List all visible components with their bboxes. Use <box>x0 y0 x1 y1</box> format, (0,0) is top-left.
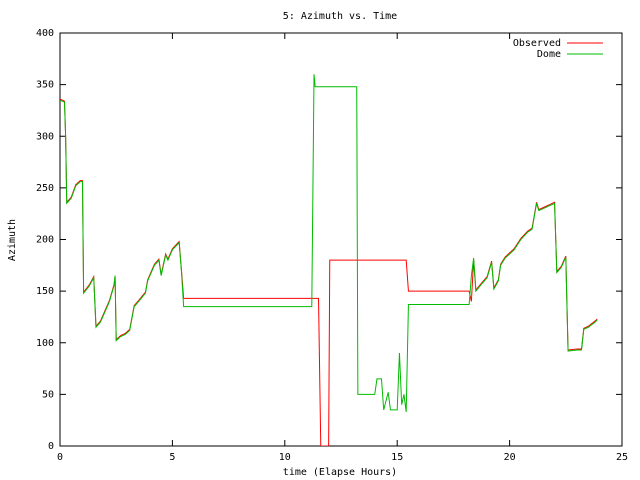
x-tick-label: 5 <box>169 452 175 463</box>
x-tick-label: 15 <box>391 452 403 463</box>
x-axis-label: time (Elapse Hours) <box>283 467 397 478</box>
x-tick-label: 20 <box>504 452 516 463</box>
data-line <box>60 98 598 446</box>
y-tick-label: 150 <box>36 286 54 297</box>
y-tick-label: 50 <box>42 389 54 400</box>
y-axis-label: Azimuth <box>7 219 18 261</box>
y-tick-label: 100 <box>36 338 54 349</box>
y-tick-label: 300 <box>36 131 54 142</box>
y-tick-label: 250 <box>36 183 54 194</box>
legend-label: Observed <box>513 38 561 49</box>
x-tick-label: 25 <box>616 452 628 463</box>
y-tick-label: 0 <box>48 441 54 452</box>
y-tick-label: 200 <box>36 235 54 246</box>
x-tick-label: 0 <box>57 452 63 463</box>
x-tick-label: 10 <box>279 452 291 463</box>
plot-frame <box>59 32 623 447</box>
legend-label: Dome <box>537 49 561 60</box>
y-tick-label: 350 <box>36 80 54 91</box>
data-line <box>60 74 598 412</box>
chart-title: 5: Azimuth vs. Time <box>283 11 397 22</box>
y-tick-label: 400 <box>36 28 54 39</box>
